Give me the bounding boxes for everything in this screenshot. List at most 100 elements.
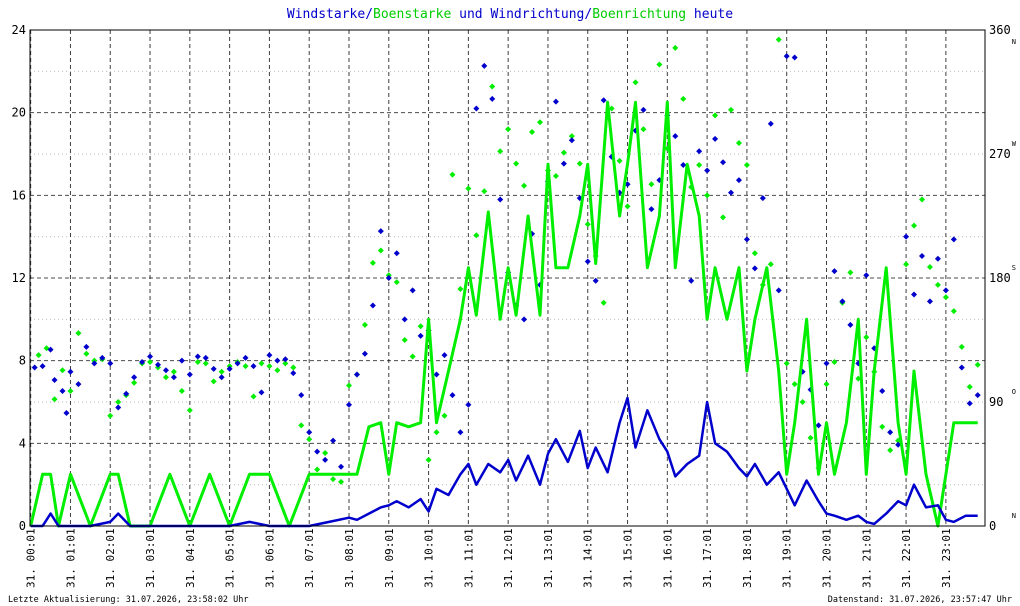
- point-wind_direction: [600, 97, 607, 104]
- point-gust_direction: [274, 367, 281, 374]
- point-wind_direction: [743, 236, 750, 243]
- y2-direction-label: N: [1012, 38, 1016, 46]
- point-gust_direction: [632, 79, 639, 86]
- point-gust_direction: [497, 148, 504, 155]
- point-gust_direction: [648, 181, 655, 188]
- point-wind_direction: [202, 354, 209, 361]
- point-gust_direction: [441, 412, 448, 419]
- point-gust_direction: [568, 133, 575, 140]
- point-gust_direction: [218, 368, 225, 375]
- point-gust_direction: [425, 456, 432, 463]
- x-tick-label: 31. 14:01: [582, 528, 595, 588]
- point-wind_direction: [449, 392, 456, 399]
- point-wind_direction: [258, 389, 265, 396]
- y2-tick-label: 270: [989, 147, 1011, 161]
- title-part-0: Windstarke: [287, 7, 365, 22]
- point-wind_direction: [696, 148, 703, 155]
- point-gust_direction: [266, 363, 273, 370]
- point-wind_direction: [672, 133, 679, 140]
- point-wind_direction: [250, 363, 257, 370]
- point-wind_direction: [345, 401, 352, 408]
- point-gust_direction: [35, 352, 42, 359]
- point-wind_direction: [680, 162, 687, 169]
- x-tick-label: 31. 13:01: [542, 528, 555, 588]
- point-wind_direction: [210, 365, 217, 372]
- point-gust_direction: [417, 323, 424, 330]
- x-tick-label: 31. 22:01: [900, 528, 913, 588]
- point-wind_direction: [887, 429, 894, 436]
- point-gust_direction: [616, 157, 623, 164]
- point-wind_direction: [83, 343, 90, 350]
- point-gust_direction: [322, 449, 329, 456]
- point-gust_direction: [767, 261, 774, 268]
- point-wind_direction: [417, 332, 424, 339]
- point-gust_direction: [409, 353, 416, 360]
- point-gust_direction: [465, 185, 472, 192]
- point-gust_direction: [727, 106, 734, 113]
- x-tick-label: 31. 15:01: [622, 528, 635, 588]
- point-gust_direction: [911, 222, 918, 229]
- point-wind_direction: [497, 196, 504, 203]
- point-wind_direction: [226, 365, 233, 372]
- point-wind_direction: [712, 135, 719, 142]
- point-wind_direction: [361, 350, 368, 357]
- y-tick-label: 16: [12, 188, 26, 202]
- point-gust_direction: [131, 379, 138, 386]
- point-wind_direction: [727, 189, 734, 196]
- point-wind_direction: [847, 321, 854, 328]
- point-wind_direction: [560, 160, 567, 167]
- point-wind_direction: [91, 360, 98, 367]
- x-tick-label: 31. 21:01: [860, 528, 873, 588]
- point-wind_direction: [521, 316, 528, 323]
- point-wind_direction: [568, 137, 575, 144]
- x-tick-label: 31. 17:01: [701, 528, 714, 588]
- point-gust_direction: [258, 360, 265, 367]
- point-gust_direction: [521, 182, 528, 189]
- point-wind_direction: [783, 53, 790, 60]
- point-gust_direction: [314, 466, 321, 473]
- point-gust_direction: [712, 112, 719, 119]
- point-wind_direction: [218, 374, 225, 381]
- point-wind_direction: [290, 370, 297, 377]
- series-line-wind_speed: [30, 396, 978, 528]
- x-tick-label: 31. 07:01: [303, 528, 316, 588]
- x-tick-label: 31. 03:01: [144, 528, 157, 588]
- point-wind_direction: [47, 346, 54, 353]
- chart-marks: [29, 36, 981, 528]
- y2-tick-label: 180: [989, 271, 1011, 285]
- x-tick-label: 31. 10:01: [423, 528, 436, 588]
- point-wind_direction: [648, 206, 655, 213]
- point-wind_direction: [751, 265, 758, 272]
- point-gust_direction: [966, 383, 973, 390]
- point-wind_direction: [441, 352, 448, 359]
- point-wind_direction: [879, 387, 886, 394]
- point-gust_direction: [457, 286, 464, 293]
- point-gust_direction: [529, 128, 536, 135]
- title-part-2: Boenstarke: [373, 7, 451, 22]
- point-wind_direction: [457, 429, 464, 436]
- point-wind_direction: [298, 392, 305, 399]
- x-tick-label: 31. 11:01: [462, 528, 475, 588]
- point-wind_direction: [107, 360, 114, 367]
- point-wind_direction: [552, 98, 559, 105]
- point-gust_direction: [584, 221, 591, 228]
- point-wind_direction: [242, 354, 249, 361]
- point-gust_direction: [735, 139, 742, 146]
- point-gust_direction: [194, 359, 201, 366]
- point-wind_direction: [759, 195, 766, 202]
- point-wind_direction: [895, 441, 902, 448]
- point-wind_direction: [170, 374, 177, 381]
- x-tick-label: 31. 04:01: [184, 528, 197, 588]
- point-gust_direction: [290, 364, 297, 371]
- point-wind_direction: [481, 62, 488, 69]
- point-gust_direction: [704, 192, 711, 199]
- point-wind_direction: [131, 374, 138, 381]
- y2-direction-label: O: [1012, 388, 1016, 396]
- y-tick-label: 20: [12, 106, 26, 120]
- point-gust_direction: [473, 232, 480, 239]
- y-tick-label: 12: [12, 271, 26, 285]
- y-tick-label: 24: [12, 23, 26, 37]
- y-axis-left: 0 4 8 12 16 20 24: [12, 23, 26, 533]
